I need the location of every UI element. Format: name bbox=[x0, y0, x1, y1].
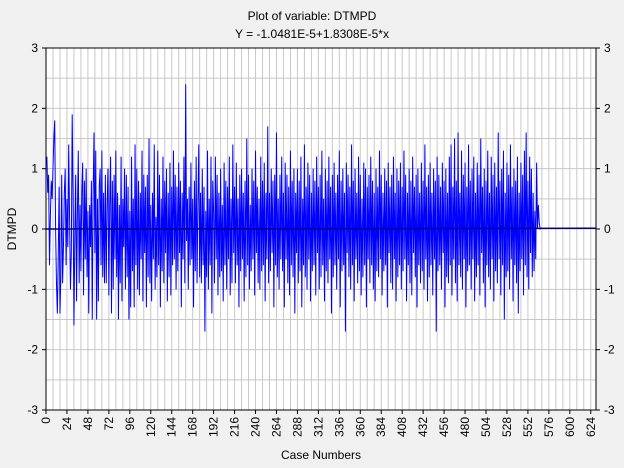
x-tick-label: 72 bbox=[102, 417, 116, 431]
x-tick-label: 360 bbox=[353, 417, 367, 437]
x-tick-label: 600 bbox=[563, 417, 577, 437]
x-tick-label: 264 bbox=[269, 417, 283, 437]
x-tick-label: 384 bbox=[374, 417, 388, 437]
y-tick-label-right: 0 bbox=[604, 222, 611, 236]
trend-line bbox=[45, 227, 597, 230]
y-tick-label-right: -1 bbox=[604, 282, 615, 296]
y-tick-label-left: -2 bbox=[27, 343, 38, 357]
y-tick-label-left: -3 bbox=[27, 403, 38, 417]
x-tick-label: 528 bbox=[500, 417, 514, 437]
x-tick-label: 624 bbox=[584, 417, 598, 437]
y-tick-label-right: -2 bbox=[604, 343, 615, 357]
x-tick-label: 96 bbox=[123, 417, 137, 431]
y-tick-label-left: 1 bbox=[31, 162, 38, 176]
x-tick-label: 240 bbox=[249, 417, 263, 437]
chart-subtitle: Y = -1.0481E-5+1.8308E-5*x bbox=[235, 27, 389, 41]
y-tick-label-left: 0 bbox=[31, 222, 38, 236]
x-tick-label: 24 bbox=[60, 417, 74, 431]
x-tick-label: 144 bbox=[165, 417, 179, 437]
x-tick-label: 432 bbox=[416, 417, 430, 437]
series-layer bbox=[45, 84, 597, 332]
y-tick-label-left: 3 bbox=[31, 41, 38, 55]
x-tick-label: 552 bbox=[521, 417, 535, 437]
y-tick-label-left: 2 bbox=[31, 101, 38, 115]
y-axis-label: DTMPD bbox=[5, 207, 19, 250]
x-tick-label: 120 bbox=[144, 417, 158, 437]
x-tick-label: 48 bbox=[81, 417, 95, 431]
y-tick-label-right: 2 bbox=[604, 101, 611, 115]
series-line bbox=[46, 84, 541, 332]
x-tick-label: 192 bbox=[207, 417, 221, 437]
x-tick-label: 168 bbox=[186, 417, 200, 437]
x-tick-label: 480 bbox=[458, 417, 472, 437]
x-tick-label: 0 bbox=[39, 417, 53, 424]
y-tick-label-right: -3 bbox=[604, 403, 615, 417]
x-tick-label: 288 bbox=[290, 417, 304, 437]
x-tick-label: 216 bbox=[228, 417, 242, 437]
y-tick-label-right: 1 bbox=[604, 162, 611, 176]
y-tick-label-right: 3 bbox=[604, 41, 611, 55]
x-tick-label: 576 bbox=[542, 417, 556, 437]
x-tick-label: 408 bbox=[395, 417, 409, 437]
y-tick-label-left: -1 bbox=[27, 282, 38, 296]
x-tick-label: 456 bbox=[437, 417, 451, 437]
x-tick-label: 312 bbox=[311, 417, 325, 437]
ticks: 0 24 48 72 96 120 144 168 192 216 240 264 288 312 336 3… bbox=[27, 41, 615, 437]
chart-title: Plot of variable: DTMPD bbox=[248, 9, 377, 23]
x-axis-label: Case Numbers bbox=[281, 448, 361, 462]
x-tick-label: 336 bbox=[332, 417, 346, 437]
x-tick-label: 504 bbox=[479, 417, 493, 437]
